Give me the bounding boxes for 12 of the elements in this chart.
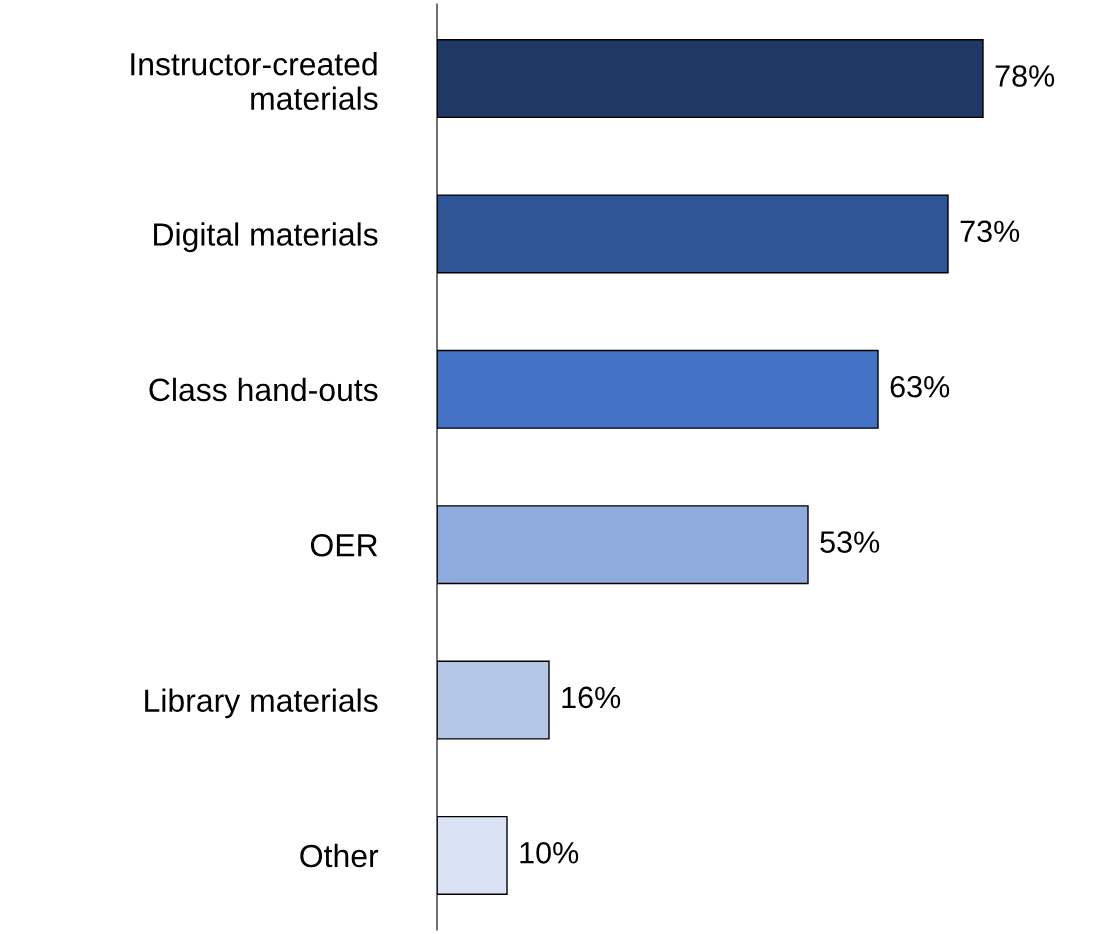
data-label: 53%: [820, 531, 880, 553]
y-tick-label: Other: [300, 843, 379, 868]
y-tick-label: Class hand-outs: [149, 377, 378, 402]
y-tick-label: Digital materials: [154, 222, 378, 253]
y-tick-label: OER: [310, 533, 378, 557]
y-tick-label: Library materials: [145, 688, 378, 719]
data-label: 10%: [520, 841, 579, 864]
y-tick-label: Instructor-created materials: [131, 52, 378, 110]
data-label: 78%: [995, 65, 1055, 87]
data-label: 73%: [960, 220, 1020, 243]
data-label: 63%: [890, 375, 950, 398]
data-label: 16%: [562, 686, 621, 709]
